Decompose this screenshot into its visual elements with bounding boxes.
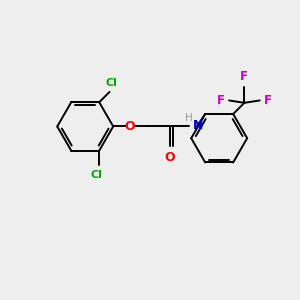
Text: F: F <box>264 94 272 107</box>
Text: N: N <box>193 119 203 132</box>
Text: F: F <box>240 70 248 83</box>
Text: Cl: Cl <box>90 170 102 180</box>
Text: Cl: Cl <box>105 78 117 88</box>
Text: H: H <box>185 113 192 123</box>
Text: O: O <box>164 151 175 164</box>
Text: F: F <box>217 94 225 107</box>
Text: O: O <box>124 120 135 133</box>
